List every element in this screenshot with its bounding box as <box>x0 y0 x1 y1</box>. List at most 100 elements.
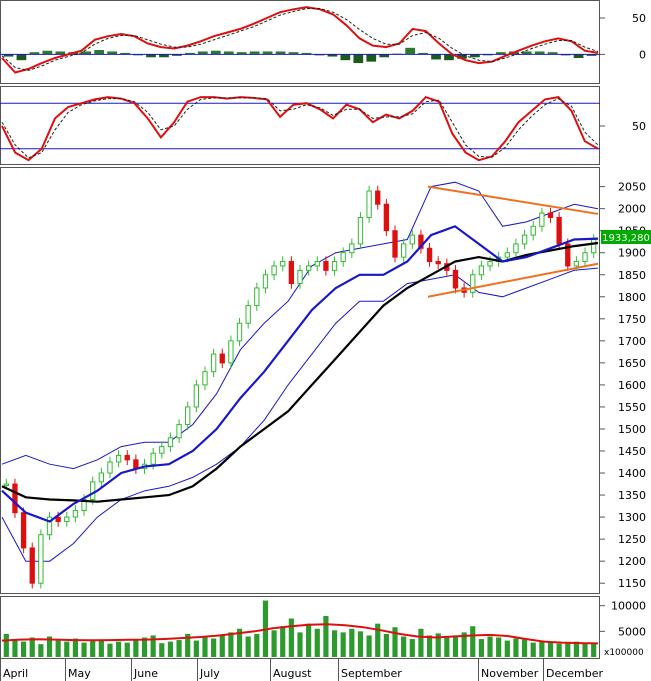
volume-bar <box>496 637 502 657</box>
candle-body <box>591 239 597 254</box>
moving-averages <box>1 225 599 523</box>
volume-bar <box>470 626 476 657</box>
candle-body <box>331 261 338 271</box>
price-axis-tick-label: 1550 <box>618 401 646 414</box>
macd-histogram-bar <box>146 54 156 58</box>
stochastic-k-line <box>1 95 599 162</box>
candle-body <box>288 261 295 285</box>
candle-body <box>245 305 251 324</box>
candle-body <box>375 190 381 205</box>
volume-bar <box>547 641 554 657</box>
candle-body <box>305 265 312 271</box>
volume-axis: 10000 5000 <box>600 600 646 638</box>
candle-body <box>582 252 588 263</box>
macd-axis-tick-label: 50 <box>632 12 646 25</box>
price-panel-frame <box>0 167 600 594</box>
candle-body <box>46 516 53 536</box>
volume-bar <box>124 642 130 657</box>
volume-bar <box>392 627 398 657</box>
volume-bar <box>409 639 415 657</box>
volume-bar <box>72 638 79 657</box>
macd-histogram-bar <box>197 51 208 55</box>
volume-bar <box>3 633 9 657</box>
price-axis-tick-label: 1600 <box>618 379 646 392</box>
stochastic-axis: 50 <box>600 120 646 133</box>
candle-body <box>90 481 96 500</box>
macd-axis: 50 0 <box>600 12 646 61</box>
candle-body <box>478 265 485 276</box>
macd-histogram-bar <box>107 51 117 55</box>
macd-histogram-bar <box>223 51 234 55</box>
trendlines <box>427 185 599 298</box>
volume-bar <box>90 639 96 657</box>
macd-histogram-bar <box>547 52 558 55</box>
volume-bar <box>530 642 536 657</box>
candle-body <box>176 424 182 439</box>
macd-histogram-bar <box>288 52 299 55</box>
volume-moving-average <box>1 623 599 645</box>
macd-histogram-bar <box>431 54 441 60</box>
candle-body <box>349 243 355 254</box>
price-axis-tick-label: 1650 <box>618 357 646 370</box>
candle-body <box>366 190 372 218</box>
candle-body <box>513 243 519 254</box>
macd-histogram-bar <box>444 54 454 61</box>
macd-histogram-bar <box>42 50 53 55</box>
macd-histogram-bar <box>405 47 415 55</box>
candle-body <box>29 547 35 584</box>
candle-body <box>418 234 424 249</box>
volume-bar <box>582 643 588 657</box>
volume-bar <box>349 628 355 657</box>
candle-body <box>297 269 303 285</box>
candle-body <box>150 452 156 465</box>
stochastic-d-line <box>1 97 599 159</box>
x-axis: April May June July August September November D… <box>0 659 604 681</box>
volume-bar <box>556 643 562 657</box>
volume-bar <box>314 628 320 657</box>
macd-histogram-bar <box>185 52 195 55</box>
volume-bar <box>565 642 571 657</box>
macd-histogram-bar <box>94 50 105 55</box>
candle-body <box>236 322 243 342</box>
candle-body <box>262 274 269 289</box>
price-axis-tick-label: 1250 <box>618 533 646 546</box>
candle-body <box>98 472 104 483</box>
macd-histogram-bar <box>81 51 92 55</box>
candle-body <box>452 269 459 289</box>
volume-bar <box>12 639 18 657</box>
candle-body <box>357 216 364 245</box>
macd-histogram-bar <box>534 51 545 55</box>
candle-body <box>219 353 225 364</box>
price-axis-tick-label: 2000 <box>618 203 646 216</box>
macd-histogram-bar <box>301 52 312 55</box>
macd-histogram-bar <box>353 54 364 64</box>
last-price-label: 1933,280 <box>602 233 650 244</box>
volume-bar <box>167 641 174 657</box>
volume-bar <box>228 632 234 657</box>
volume-bar <box>21 641 27 657</box>
macd-histogram-bar <box>120 52 130 55</box>
volume-bar <box>55 640 61 657</box>
candle-body <box>470 274 476 293</box>
candle-body <box>392 230 398 258</box>
macd-histogram-bar <box>573 54 584 58</box>
candle-body <box>271 265 277 276</box>
trendline <box>427 262 599 298</box>
candle-body <box>55 516 61 522</box>
candle-body <box>210 353 217 373</box>
volume-bar <box>280 626 286 657</box>
volume-bar <box>487 636 493 657</box>
x-axis-tick-label: April <box>3 667 28 680</box>
volume-bar <box>150 635 156 657</box>
volume-bar <box>254 633 260 657</box>
price-axis-tick-label: 1800 <box>618 291 646 304</box>
volume-bar <box>107 643 113 657</box>
candle-body <box>547 212 554 218</box>
volume-bar <box>193 640 199 657</box>
x-axis-tick-label: December <box>546 667 604 680</box>
candle-body <box>167 437 174 448</box>
candle-body <box>504 252 510 258</box>
candle-body <box>133 459 139 470</box>
candle-body <box>539 212 545 227</box>
macd-histogram-bar <box>470 54 480 58</box>
